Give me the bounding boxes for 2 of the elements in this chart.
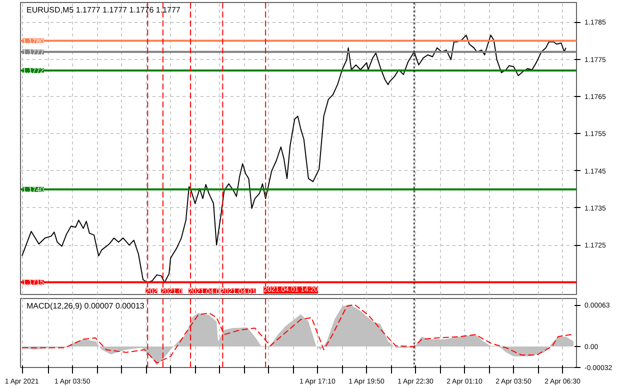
chart-title: MACD(12,26,9) 0.00007 0.00013	[26, 302, 145, 310]
chart-title: EURUSD,M5 1.1777 1.1777 1.1776 1.1777	[26, 6, 181, 14]
